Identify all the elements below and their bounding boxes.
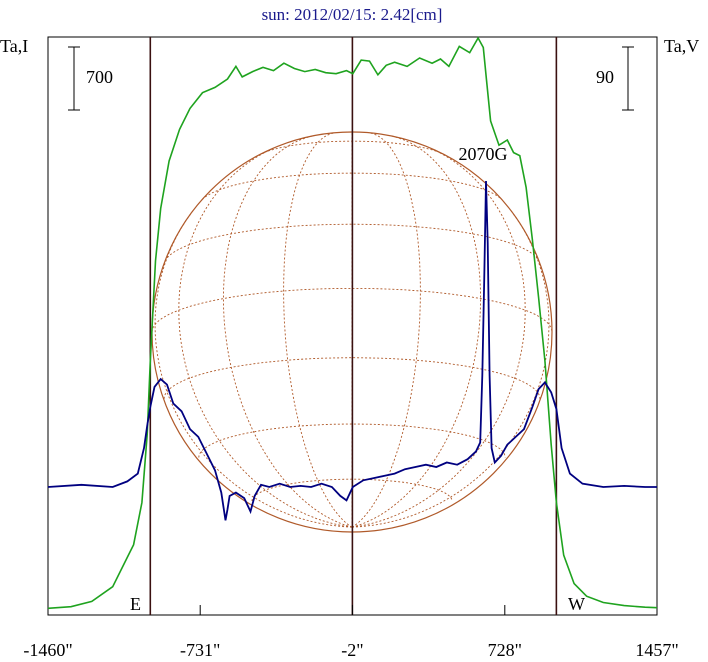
chart-title: sun: 2012/02/15: 2.42[cm] [262, 5, 443, 24]
left-axis-label: Ta,I [0, 36, 28, 56]
disk-meridian [178, 147, 353, 528]
left-scale-bar [68, 46, 80, 111]
disk-meridian [222, 135, 353, 528]
disk-parallel [201, 172, 503, 200]
disk-parallel [164, 223, 540, 262]
west-label: W [568, 594, 585, 614]
right-scale-bar-value: 90 [596, 67, 614, 87]
annotation-2070G: 2070G [459, 144, 508, 164]
disk-meridian [351, 132, 421, 528]
disk-meridian [351, 135, 482, 528]
east-label: E [130, 594, 141, 614]
limb-lines [149, 37, 558, 615]
disk-meridian [351, 210, 550, 528]
right-scale-bar [622, 46, 634, 111]
disk-meridian [154, 210, 353, 528]
series-intensity-line [47, 36, 658, 610]
disk-meridian [351, 147, 526, 528]
x-tick-label: 1457" [635, 640, 678, 660]
x-axis-ticks: -1460" -731" -2" 728" 1457" [23, 605, 679, 660]
left-scale-bar-value: 700 [86, 67, 113, 87]
x-tick-label: -1460" [23, 640, 72, 660]
disk-meridian [283, 132, 353, 528]
x-tick-label: -731" [180, 640, 220, 660]
disk-parallel [198, 423, 506, 458]
x-tick-label: 728" [488, 640, 522, 660]
right-axis-label: Ta,V [664, 36, 699, 56]
x-tick-label: -2" [341, 640, 363, 660]
series-polarization-line [47, 180, 657, 521]
